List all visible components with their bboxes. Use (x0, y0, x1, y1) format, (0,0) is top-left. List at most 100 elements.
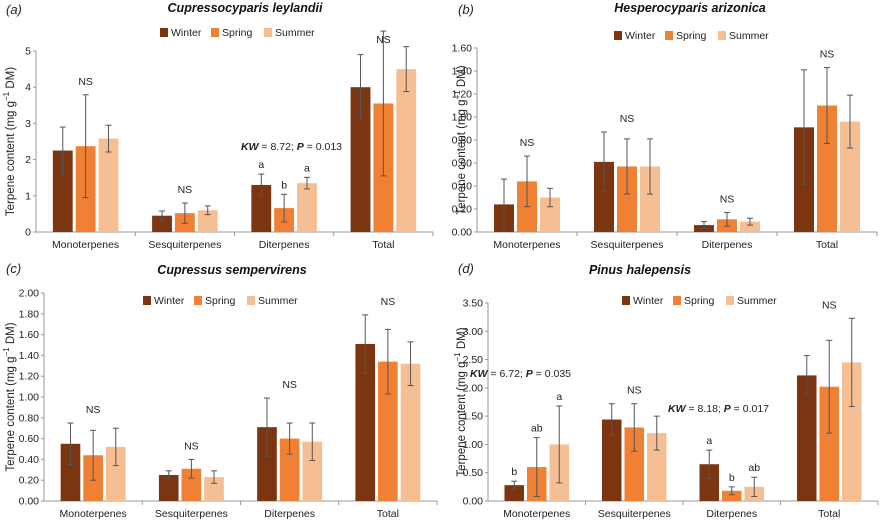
bar-spring (624, 427, 644, 501)
y-tick-label: 0.20 (19, 475, 40, 487)
bar-summer (197, 210, 218, 232)
bar-summer (105, 446, 126, 501)
y-tick-label: 2 (25, 154, 31, 166)
chart-panel-3: (c) Cupressus sempervirens Terpene content… (2, 261, 438, 520)
ns-label: NS (376, 34, 391, 46)
legend-swatch-summer (264, 28, 272, 37)
x-category-label: Total (377, 508, 399, 520)
y-tick-label: 1.40 (19, 350, 40, 362)
bar-summer (297, 183, 317, 232)
x-category-label: Total (372, 239, 394, 251)
x-category-label: Total (818, 508, 840, 520)
y-tick-label: 2.00 (463, 382, 484, 394)
bar-spring (819, 386, 839, 501)
significance-letter: a (556, 391, 562, 403)
legend-label-spring: Spring (684, 295, 715, 307)
y-axis-label: Terpene content (mg g−1 DM) (453, 65, 468, 214)
y-tick-label: 1.00 (452, 112, 473, 124)
bar-summer (400, 363, 421, 501)
legend: Winter Spring Summer (160, 27, 315, 39)
y-axis-label: Terpene content (mg g−1 DM) (2, 322, 17, 471)
y-tick-label: 0.40 (19, 454, 40, 466)
y-axis-label: Terpene content (mg g−1 DM) (453, 327, 468, 476)
bar-summer (540, 197, 560, 232)
y-tick-label: 0.20 (452, 204, 473, 216)
bar-spring (617, 166, 637, 232)
significance-letter: a (258, 159, 264, 171)
y-tick-label: 1.20 (19, 371, 40, 383)
y-tick-label: 4 (25, 82, 31, 94)
bar-summer (640, 166, 660, 232)
x-category-label: Diterpenes (702, 239, 753, 251)
kw-statistic: KW = 6.72; P = 0.035 (470, 368, 571, 380)
legend-label-spring: Spring (222, 27, 253, 39)
significance-letter: b (729, 472, 735, 484)
y-tick-label: 3.00 (463, 326, 484, 338)
significance-letter: ab (748, 462, 760, 474)
ns-label: NS (820, 49, 835, 61)
bar-winter (350, 87, 371, 232)
legend-swatch-summer (247, 296, 255, 305)
bar-summer (204, 477, 224, 501)
y-tick-label: 0.40 (452, 181, 473, 193)
legend-swatch-winter (622, 296, 630, 305)
ns-label: NS (184, 440, 199, 452)
bar-spring (181, 468, 202, 501)
bar-spring (722, 490, 742, 501)
y-tick-label: 0.60 (19, 433, 40, 445)
legend: Winter Spring Summer (622, 295, 777, 307)
chart-panel-4: (d) Pinus halepensis Terpene content (mg g… (453, 261, 879, 520)
y-tick-label: 1 (25, 190, 31, 202)
kw-statistic: KW = 8.18; P = 0.017 (668, 403, 769, 415)
y-tick-label: 3 (25, 118, 31, 130)
bar-summer (647, 433, 667, 501)
bar-summer (396, 69, 417, 232)
legend-swatch-winter (614, 31, 622, 40)
legend-swatch-spring (194, 296, 202, 305)
panel-letter: (a) (6, 2, 22, 17)
y-tick-label: 1.40 (452, 66, 473, 78)
legend-label-winter: Winter (171, 27, 202, 39)
y-tick-label: 0.50 (463, 467, 484, 479)
bar-winter (797, 375, 817, 501)
x-category-label: Sesquiterpenes (155, 508, 228, 520)
y-tick-label: 0.80 (452, 135, 473, 147)
chart-title: Pinus halepensis (589, 263, 691, 277)
y-tick-label: 1.00 (19, 392, 40, 404)
bar-summer (302, 441, 323, 501)
legend-label-summer: Summer (258, 295, 298, 307)
legend-label-summer: Summer (275, 27, 315, 39)
legend-swatch-spring (665, 31, 673, 40)
y-tick-label: 5 (25, 46, 31, 58)
ns-label: NS (86, 404, 101, 416)
legend-label-spring: Spring (205, 295, 236, 307)
chart-title: Cupressus sempervirens (157, 263, 306, 277)
ns-label: NS (627, 385, 642, 397)
bar-spring (817, 105, 837, 232)
legend-swatch-spring (673, 296, 681, 305)
y-tick-label: 0.80 (19, 412, 40, 424)
bar-winter (251, 184, 272, 232)
x-category-label: Sesquiterpenes (148, 239, 221, 251)
bar-spring (378, 361, 398, 501)
significance-letter: b (511, 466, 517, 478)
legend: Winter Spring Summer (143, 295, 298, 307)
x-category-label: Sesquiterpenes (598, 508, 671, 520)
panel-letter: (c) (6, 261, 21, 276)
legend-swatch-spring (211, 28, 219, 37)
kw-statistic: KW = 8.72; P = 0.013 (241, 141, 342, 153)
bar-summer (840, 121, 860, 232)
bar-summer (98, 138, 119, 232)
legend-label-winter: Winter (633, 295, 664, 307)
y-tick-label: 1.00 (463, 439, 484, 451)
y-tick-label: 3.50 (463, 298, 484, 310)
ns-label: NS (178, 184, 193, 196)
y-tick-label: 2.00 (19, 288, 40, 300)
y-tick-label: 0.00 (452, 227, 473, 239)
bar-winter (60, 443, 81, 501)
ns-label: NS (381, 296, 396, 308)
legend-swatch-winter (160, 28, 168, 37)
bar-spring (279, 438, 300, 501)
bar-winter (504, 485, 524, 501)
